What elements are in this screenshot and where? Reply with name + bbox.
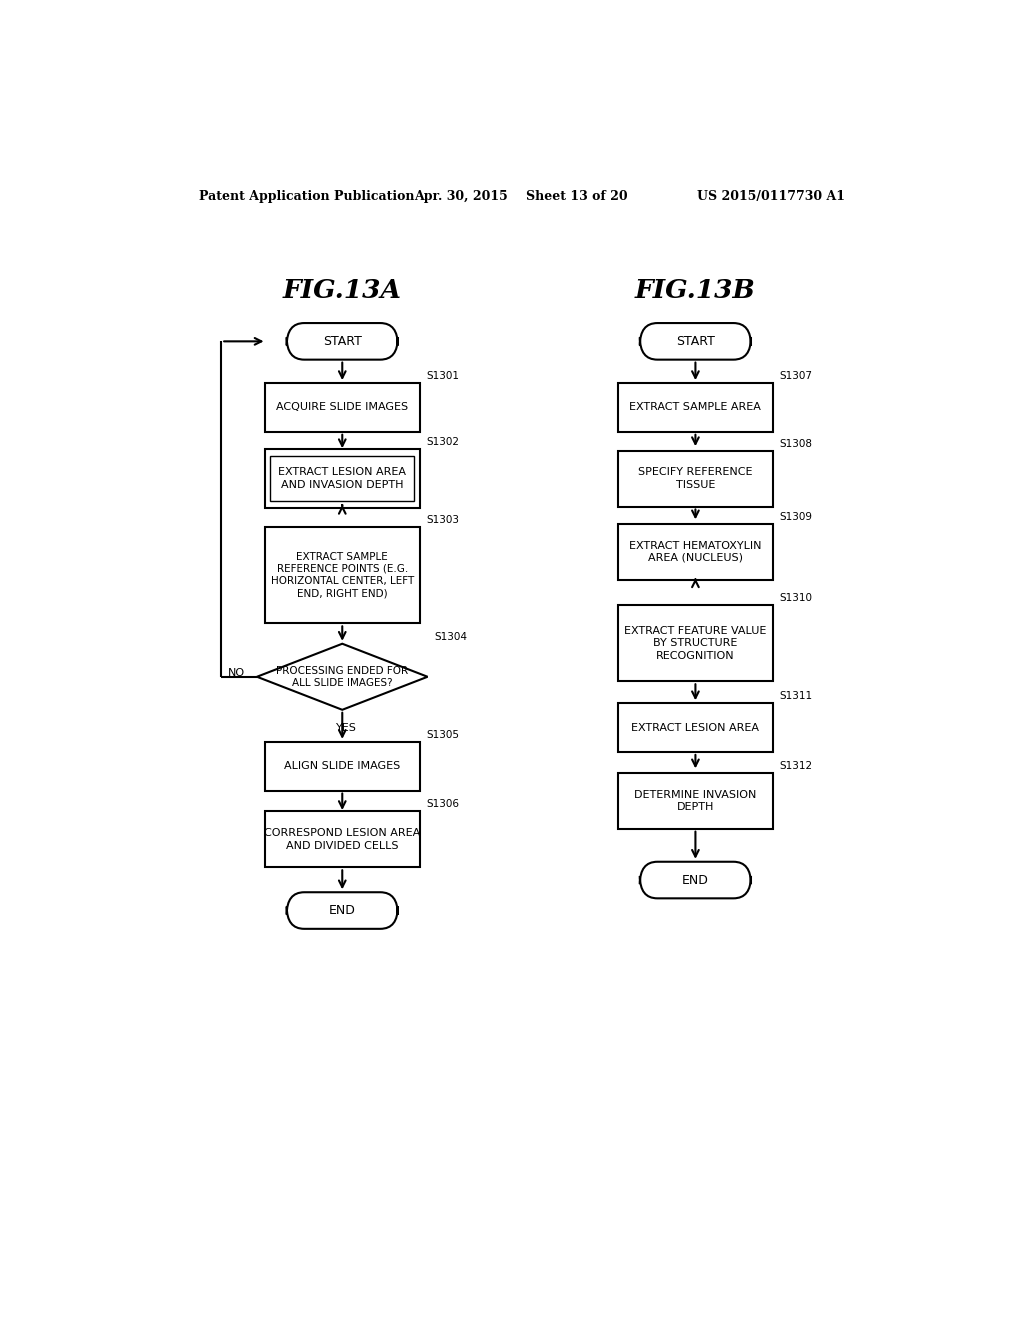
Text: S1308: S1308 — [779, 438, 812, 449]
Text: US 2015/0117730 A1: US 2015/0117730 A1 — [696, 190, 845, 202]
Text: FIG.13A: FIG.13A — [283, 279, 401, 304]
Text: EXTRACT HEMATOXYLIN
AREA (NUCLEUS): EXTRACT HEMATOXYLIN AREA (NUCLEUS) — [629, 541, 762, 562]
Text: EXTRACT SAMPLE AREA: EXTRACT SAMPLE AREA — [630, 403, 762, 412]
Text: S1311: S1311 — [779, 692, 812, 701]
Text: EXTRACT LESION AREA
AND INVASION DEPTH: EXTRACT LESION AREA AND INVASION DEPTH — [279, 467, 407, 490]
FancyBboxPatch shape — [265, 383, 420, 432]
FancyBboxPatch shape — [618, 450, 773, 507]
FancyBboxPatch shape — [287, 892, 397, 929]
Text: S1310: S1310 — [779, 593, 812, 603]
FancyBboxPatch shape — [265, 742, 420, 791]
Text: EXTRACT LESION AREA: EXTRACT LESION AREA — [632, 722, 760, 733]
Text: S1307: S1307 — [779, 371, 812, 381]
Text: PROCESSING ENDED FOR
ALL SLIDE IMAGES?: PROCESSING ENDED FOR ALL SLIDE IMAGES? — [276, 665, 409, 688]
FancyBboxPatch shape — [618, 605, 773, 681]
FancyBboxPatch shape — [265, 812, 420, 867]
Text: S1301: S1301 — [426, 371, 459, 381]
FancyBboxPatch shape — [618, 524, 773, 579]
Text: S1306: S1306 — [426, 800, 459, 809]
FancyBboxPatch shape — [618, 383, 773, 432]
FancyBboxPatch shape — [618, 772, 773, 829]
FancyBboxPatch shape — [640, 323, 751, 359]
Text: Sheet 13 of 20: Sheet 13 of 20 — [525, 190, 627, 202]
Text: EXTRACT FEATURE VALUE
BY STRUCTURE
RECOGNITION: EXTRACT FEATURE VALUE BY STRUCTURE RECOG… — [625, 626, 767, 660]
Text: S1302: S1302 — [426, 437, 459, 447]
Text: S1309: S1309 — [779, 512, 812, 521]
FancyBboxPatch shape — [287, 323, 397, 359]
Text: Patent Application Publication: Patent Application Publication — [200, 190, 415, 202]
Polygon shape — [257, 644, 428, 710]
Text: END: END — [682, 874, 709, 887]
Text: CORRESPOND LESION AREA
AND DIVIDED CELLS: CORRESPOND LESION AREA AND DIVIDED CELLS — [264, 828, 421, 850]
Text: S1305: S1305 — [426, 730, 459, 739]
Text: EXTRACT SAMPLE
REFERENCE POINTS (E.G.
HORIZONTAL CENTER, LEFT
END, RIGHT END): EXTRACT SAMPLE REFERENCE POINTS (E.G. HO… — [270, 552, 414, 599]
Text: START: START — [323, 335, 361, 348]
FancyBboxPatch shape — [265, 449, 420, 508]
Text: Apr. 30, 2015: Apr. 30, 2015 — [415, 190, 508, 202]
FancyBboxPatch shape — [618, 704, 773, 752]
Text: ACQUIRE SLIDE IMAGES: ACQUIRE SLIDE IMAGES — [276, 403, 409, 412]
Text: S1303: S1303 — [426, 515, 459, 525]
Text: ALIGN SLIDE IMAGES: ALIGN SLIDE IMAGES — [284, 762, 400, 771]
Text: DETERMINE INVASION
DEPTH: DETERMINE INVASION DEPTH — [634, 789, 757, 812]
Text: FIG.13B: FIG.13B — [635, 279, 756, 304]
Text: S1312: S1312 — [779, 760, 812, 771]
Text: YES: YES — [336, 723, 356, 733]
FancyBboxPatch shape — [640, 862, 751, 899]
Text: S1304: S1304 — [434, 632, 467, 642]
Text: NO: NO — [228, 668, 245, 677]
Text: END: END — [329, 904, 355, 917]
FancyBboxPatch shape — [265, 527, 420, 623]
Text: START: START — [676, 335, 715, 348]
Text: SPECIFY REFERENCE
TISSUE: SPECIFY REFERENCE TISSUE — [638, 467, 753, 490]
